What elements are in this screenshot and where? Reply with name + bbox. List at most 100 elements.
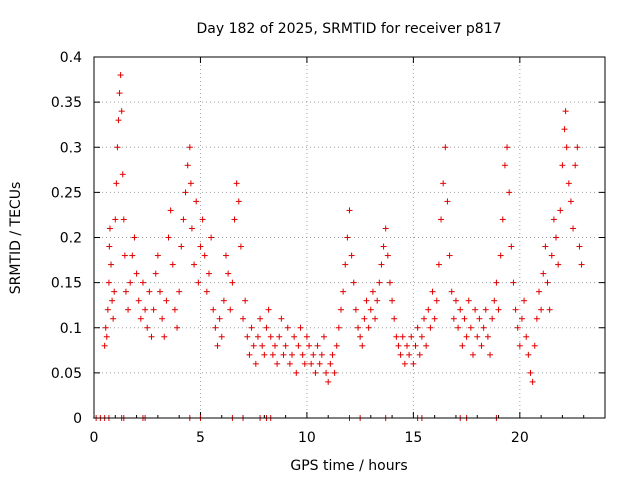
data-point	[210, 306, 217, 313]
data-point	[501, 162, 508, 169]
data-point	[214, 342, 221, 349]
data-point	[108, 261, 115, 268]
data-point	[299, 351, 306, 358]
data-point	[323, 369, 330, 376]
data-point	[303, 333, 310, 340]
data-point	[463, 333, 470, 340]
data-point	[142, 306, 149, 313]
data-point	[527, 369, 534, 376]
data-point	[195, 279, 202, 286]
data-point	[574, 144, 581, 151]
data-point	[159, 315, 166, 322]
data-point	[514, 324, 521, 331]
data-point	[116, 90, 123, 97]
data-point	[229, 279, 236, 286]
data-point	[118, 108, 125, 115]
data-point	[523, 333, 530, 340]
data-point	[218, 333, 225, 340]
data-point	[291, 333, 298, 340]
x-tick-label: 5	[196, 430, 205, 446]
data-point	[478, 342, 485, 349]
data-point	[352, 306, 359, 313]
data-point	[205, 270, 212, 277]
data-point	[521, 297, 528, 304]
y-tick-label: 0.3	[60, 140, 82, 156]
data-point	[176, 288, 183, 295]
plot-frame	[93, 56, 606, 419]
data-point	[389, 297, 396, 304]
y-tick-label: 0.15	[51, 276, 82, 292]
data-point	[350, 279, 357, 286]
data-point	[431, 315, 438, 322]
data-point	[418, 333, 425, 340]
y-tick-label: 0.25	[51, 185, 82, 201]
data-point	[546, 306, 553, 313]
data-point	[512, 306, 519, 313]
data-point	[117, 72, 124, 79]
data-point	[346, 207, 353, 214]
data-point	[235, 198, 242, 205]
data-point	[403, 342, 410, 349]
data-point	[484, 333, 491, 340]
data-point	[476, 315, 483, 322]
data-point	[359, 342, 366, 349]
data-point	[180, 216, 187, 223]
data-point	[165, 234, 172, 241]
data-point	[267, 333, 274, 340]
data-point	[531, 342, 538, 349]
data-point	[340, 288, 347, 295]
data-point	[331, 369, 338, 376]
data-point	[442, 144, 449, 151]
data-point	[393, 333, 400, 340]
x-tick-labels: 0 5 10 15 20	[90, 430, 529, 446]
data-point	[231, 216, 238, 223]
data-point	[395, 342, 402, 349]
data-point	[565, 180, 572, 187]
data-point	[535, 288, 542, 295]
data-point	[314, 342, 321, 349]
data-point	[518, 315, 525, 322]
data-point	[329, 351, 336, 358]
data-points	[93, 72, 585, 421]
data-point	[423, 342, 430, 349]
data-point	[114, 144, 121, 151]
data-point	[227, 306, 234, 313]
data-point	[412, 342, 419, 349]
data-point	[337, 306, 344, 313]
x-tick-label: 20	[511, 430, 529, 446]
data-point	[553, 234, 560, 241]
data-point	[297, 324, 304, 331]
data-point	[572, 162, 579, 169]
data-point	[508, 243, 515, 250]
data-point	[276, 333, 283, 340]
data-point	[344, 234, 351, 241]
data-point	[312, 369, 319, 376]
data-point	[233, 180, 240, 187]
data-point	[382, 225, 389, 232]
data-point	[367, 306, 374, 313]
data-point	[102, 324, 109, 331]
data-point	[348, 252, 355, 259]
data-point	[472, 306, 479, 313]
data-point	[469, 351, 476, 358]
data-point	[408, 333, 415, 340]
data-point	[493, 279, 500, 286]
data-point	[327, 360, 334, 367]
data-point	[184, 162, 191, 169]
data-point	[386, 279, 393, 286]
data-point	[146, 288, 153, 295]
data-point	[203, 288, 210, 295]
data-point	[250, 342, 257, 349]
data-point	[193, 198, 200, 205]
data-point	[455, 324, 462, 331]
data-point	[125, 306, 132, 313]
data-point	[110, 315, 117, 322]
data-point	[361, 315, 368, 322]
data-point	[355, 324, 362, 331]
data-point	[242, 297, 249, 304]
data-point	[263, 324, 270, 331]
data-point	[163, 297, 170, 304]
data-point	[482, 306, 489, 313]
data-point	[191, 261, 198, 268]
data-point	[178, 243, 185, 250]
